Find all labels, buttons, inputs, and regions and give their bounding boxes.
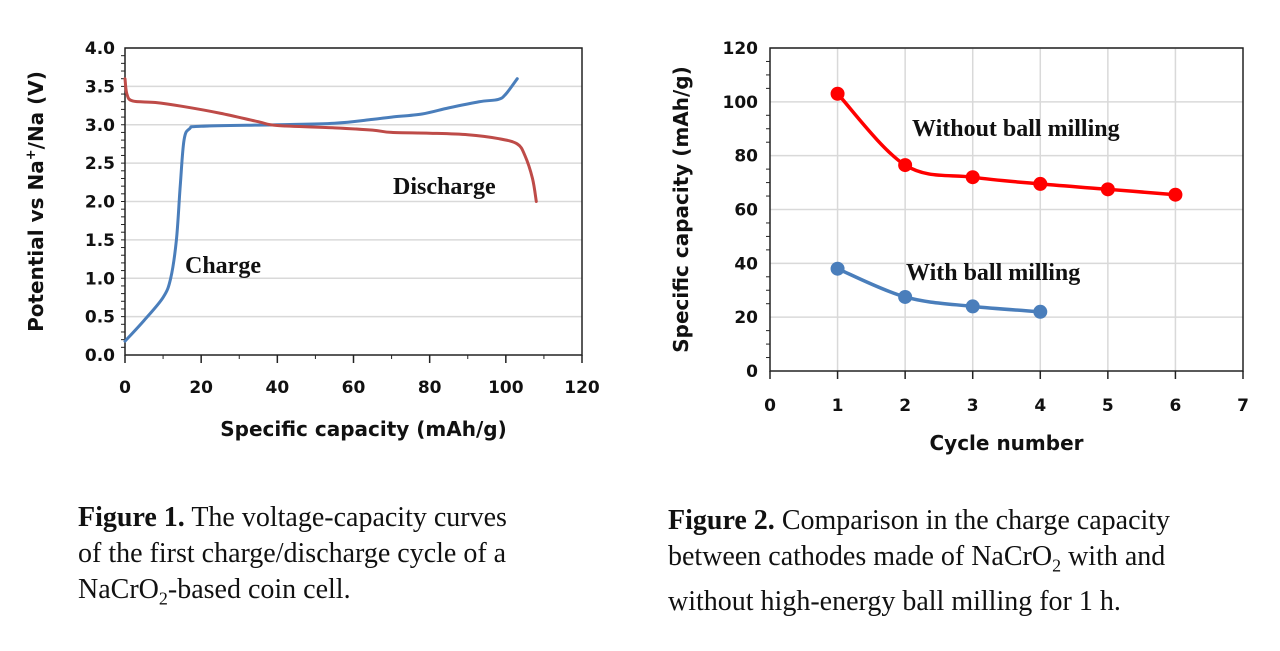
figure1-caption: Figure 1. The voltage-capacity curves of… [78, 500, 598, 617]
caption-subscript: 2 [1052, 555, 1062, 576]
x-axis-label: Specific capacity (mAh/g) [220, 417, 507, 441]
caption-text: The voltage-capacity curves [191, 502, 507, 533]
y-tick-label: 40 [734, 254, 758, 274]
y-tick-label: 1.5 [85, 231, 115, 251]
y-tick-label: 3.5 [85, 77, 115, 97]
figure1-label: Figure 1. [78, 502, 185, 533]
x-tick-label: 5 [1102, 396, 1114, 416]
data-point [898, 289, 913, 304]
y-tick-label: 0.0 [85, 346, 115, 366]
plot-area [124, 47, 583, 356]
data-point [965, 170, 980, 185]
x-tick-label: 120 [564, 378, 600, 398]
x-tick-label: 4 [1034, 396, 1046, 416]
y-tick-label: 0 [746, 362, 758, 382]
x-tick-label: 6 [1170, 396, 1182, 416]
plot-area [769, 47, 1244, 372]
caption-text: Comparison in the charge capacity [781, 505, 1171, 536]
x-tick-label: 3 [967, 396, 979, 416]
data-point [1033, 304, 1048, 319]
data-point [1100, 182, 1115, 197]
x-tick-label: 2 [899, 396, 911, 416]
y-tick-label: 60 [734, 201, 758, 221]
y-tick-label: 80 [734, 147, 758, 167]
y-tick-label: 20 [734, 308, 758, 328]
x-axis-label: Cycle number [929, 431, 1083, 455]
data-point [1168, 187, 1183, 202]
x-tick-label: 100 [488, 378, 524, 398]
x-tick-label: 60 [342, 378, 366, 398]
data-point [898, 158, 913, 173]
y-tick-label: 100 [723, 93, 759, 113]
annotation-discharge: Discharge [393, 174, 496, 200]
annotation-with-ball-milling: With ball milling [906, 260, 1080, 286]
caption-text: without high-energy ball milling for 1 h… [668, 585, 1121, 617]
x-tick-label: 20 [189, 378, 213, 398]
y-tick-label: 2.0 [85, 193, 115, 213]
x-tick-label: 0 [764, 396, 776, 416]
figure2-caption: Figure 2. Comparison in the charge capac… [668, 503, 1268, 620]
x-tick-label: 40 [265, 378, 289, 398]
y-axis-label: Potential vs Na+/Na (V) [24, 71, 48, 332]
annotation-charge: Charge [185, 253, 261, 279]
caption-text: between cathodes made of NaCrO [668, 541, 1053, 572]
x-tick-label: 80 [418, 378, 442, 398]
y-tick-label: 2.5 [85, 154, 115, 174]
x-tick-label: 7 [1237, 396, 1249, 416]
y-tick-label: 4.0 [85, 39, 115, 59]
series-line-0 [836, 92, 1176, 197]
data-point [1033, 176, 1048, 191]
annotation-without-ball-milling: Without ball milling [912, 116, 1120, 142]
x-tick-label: 0 [119, 378, 131, 398]
caption-subscript: 2 [158, 588, 168, 609]
series-line-1 [836, 267, 1041, 314]
y-axis-label: Specific capacity (mAh/g) [669, 66, 693, 353]
caption-text: NaCrO [78, 574, 159, 605]
data-point [830, 261, 845, 276]
y-tick-label: 120 [723, 39, 759, 59]
series-line-discharge [123, 77, 538, 203]
figure2-label: Figure 2. [668, 505, 775, 536]
y-tick-label: 3.0 [85, 116, 115, 136]
data-point [965, 299, 980, 314]
x-tick-label: 1 [832, 396, 844, 416]
caption-text: of the first charge/discharge cycle of a [78, 538, 507, 569]
data-point [830, 86, 845, 101]
caption-text: with and [1061, 541, 1166, 572]
y-tick-label: 0.5 [85, 308, 115, 328]
y-tick-label: 1.0 [85, 269, 115, 289]
series-line-charge [123, 77, 519, 343]
caption-text: -based coin cell. [167, 574, 351, 605]
